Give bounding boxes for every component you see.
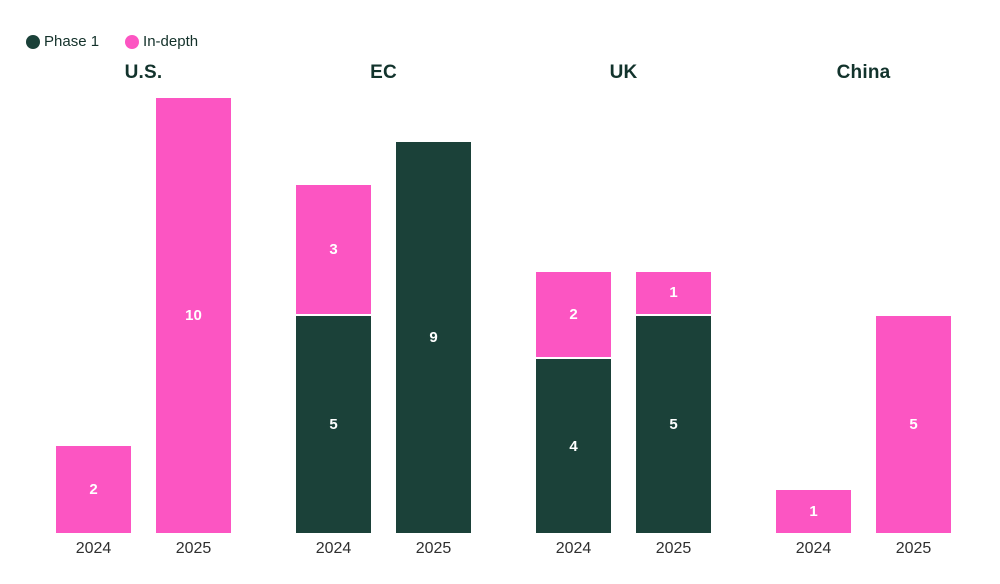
- bar-value-label: 3: [329, 240, 338, 258]
- country-group: U.S. 2 10 2024 2025: [56, 62, 231, 558]
- group-title: UK: [609, 62, 638, 83]
- bar-value-label: 5: [909, 415, 918, 433]
- legend-item-indepth: In-depth: [125, 33, 198, 50]
- x-axis-label: 2024: [315, 540, 352, 557]
- bar-segment: 1: [776, 489, 851, 533]
- x-axis-label: 2025: [895, 540, 932, 557]
- bar-segment: 2: [536, 272, 611, 359]
- bar-segment: 5: [296, 315, 371, 533]
- year-labels: 2024 2025: [296, 540, 471, 558]
- year-labels: 2024 2025: [56, 540, 231, 558]
- bar-value-label: 10: [185, 307, 202, 324]
- bar-segment: 5: [876, 315, 951, 533]
- bar-segment: 1: [636, 272, 711, 316]
- x-axis-label: 2024: [75, 540, 112, 557]
- stacked-bar: 5: [876, 315, 951, 533]
- bar-value-label: 5: [669, 415, 678, 433]
- bar-segment: 10: [156, 98, 231, 533]
- bar-segment: 3: [296, 185, 371, 316]
- year-labels: 2024 2025: [536, 540, 711, 558]
- group-title: EC: [370, 62, 397, 83]
- group-title: U.S.: [124, 62, 163, 83]
- bar-value-label: 9: [429, 328, 438, 346]
- x-axis-label: 2025: [655, 540, 692, 557]
- x-axis-label: 2024: [555, 540, 592, 557]
- country-group: EC 5 3 9 2024 2025: [296, 62, 471, 558]
- bar-value-label: 1: [669, 284, 678, 302]
- group-title: China: [836, 62, 891, 83]
- country-group: China 1 5 2024 2025: [776, 62, 951, 558]
- bars-row: 2 10: [56, 88, 231, 533]
- bar-value-label: 1: [809, 502, 818, 520]
- stacked-bar: 9: [396, 141, 471, 533]
- bar-groups: U.S. 2 10 2024 2025 EC 5 3 9 2024 2025 UK 4 2 5 1 2024 20…: [56, 62, 951, 558]
- x-axis-label: 2025: [175, 540, 212, 557]
- legend-item-phase1: Phase 1: [26, 33, 99, 50]
- stacked-bar: 2: [56, 446, 131, 533]
- stacked-bar: 10: [156, 98, 231, 533]
- bar-segment: 9: [396, 141, 471, 533]
- bar-segment: 5: [636, 315, 711, 533]
- x-axis-label: 2025: [415, 540, 452, 557]
- bar-value-label: 5: [329, 415, 338, 433]
- bar-value-label: 2: [569, 306, 578, 323]
- bar-segment: 2: [56, 446, 131, 533]
- chart-legend: Phase 1 In-depth: [26, 33, 198, 50]
- phase1-legend-dot-icon: [26, 34, 40, 49]
- bar-value-label: 4: [569, 437, 578, 455]
- year-labels: 2024 2025: [776, 540, 951, 558]
- country-group: UK 4 2 5 1 2024 2025: [536, 62, 711, 558]
- bar-segment: 4: [536, 359, 611, 533]
- legend-label-indepth: In-depth: [143, 33, 199, 50]
- x-axis-label: 2024: [795, 540, 832, 557]
- bar-value-label: 2: [89, 481, 98, 498]
- legend-label-phase1: Phase 1: [44, 33, 100, 50]
- stacked-bar: 1: [776, 489, 851, 533]
- indepth-legend-dot-icon: [125, 34, 140, 49]
